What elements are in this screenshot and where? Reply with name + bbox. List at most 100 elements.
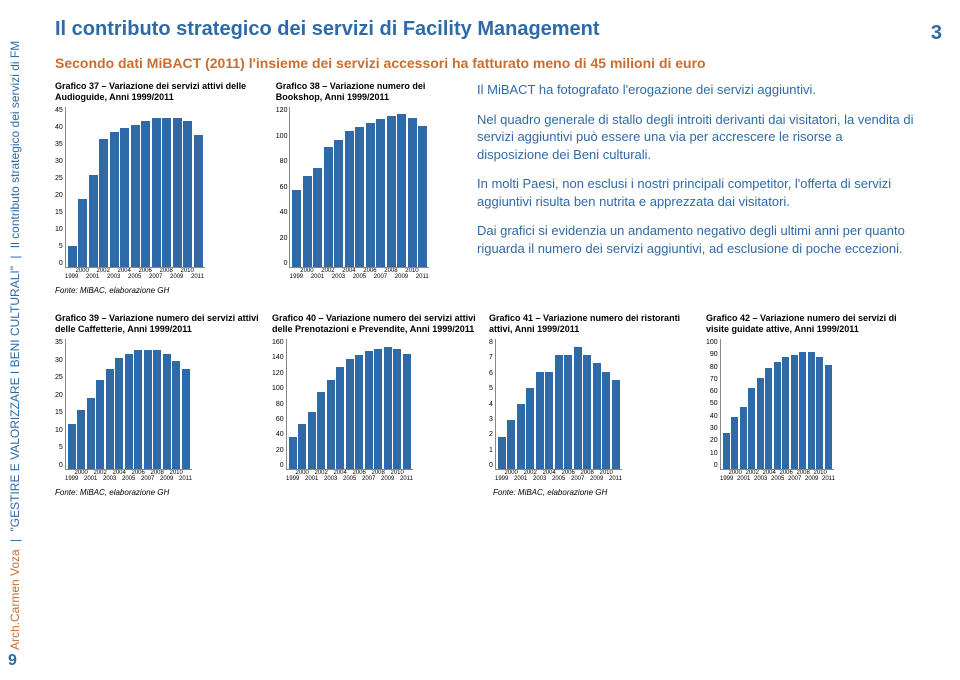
bar	[68, 246, 77, 267]
separator: |	[8, 535, 22, 546]
bar	[774, 362, 781, 469]
sidebar-caption: Arch.Carmen Voza | "GESTIRE E VALORIZZAR…	[8, 41, 22, 650]
bar	[355, 355, 363, 469]
chart-37: Grafico 37 – Variazione dei servizi atti…	[55, 81, 266, 280]
chart-41: Grafico 41 – Variazione numero dei risto…	[489, 313, 698, 482]
page-number-left: 9	[8, 652, 17, 670]
bar	[68, 424, 76, 469]
bar	[96, 380, 104, 469]
bar	[346, 359, 354, 469]
chart-title: Grafico 42 – Variazione numero dei servi…	[706, 313, 915, 335]
bar	[308, 412, 316, 469]
paragraph: In molti Paesi, non esclusi i nostri pri…	[477, 175, 915, 210]
paragraph: Dai grafici si evidenzia un andamento ne…	[477, 222, 915, 257]
bar	[536, 372, 544, 470]
chart-title: Grafico 39 – Variazione numero dei servi…	[55, 313, 264, 335]
bar	[183, 121, 192, 267]
bar	[765, 368, 772, 469]
sidebar: Arch.Carmen Voza | "GESTIRE E VALORIZZAR…	[22, 0, 42, 680]
bar	[723, 433, 730, 469]
bar	[517, 404, 525, 469]
bar	[115, 358, 123, 469]
source-top: Fonte: MiBAC, elaborazione GH	[55, 286, 915, 295]
bar	[816, 357, 823, 469]
body-text: Il MiBACT ha fotografato l'erogazione de…	[467, 81, 915, 280]
bar	[574, 347, 582, 469]
paragraph: Nel quadro generale di stallo degli intr…	[477, 111, 915, 164]
chart-title: Grafico 37 – Variazione dei servizi atti…	[55, 81, 266, 103]
bar	[152, 118, 161, 267]
bar	[393, 349, 401, 469]
bar	[387, 116, 396, 267]
bar	[799, 352, 806, 469]
book-title: "GESTIRE E VALORIZZARE I BENI CULTURALI"	[8, 266, 22, 531]
bar	[376, 119, 385, 267]
bar	[172, 361, 180, 469]
bar	[555, 355, 563, 469]
bar	[526, 388, 534, 469]
bar	[303, 176, 312, 267]
bar	[355, 127, 364, 267]
bar	[78, 199, 87, 267]
bar	[791, 355, 798, 469]
bar	[731, 417, 738, 469]
bar	[289, 437, 297, 470]
bar	[110, 132, 119, 267]
separator: |	[8, 252, 22, 263]
bar	[324, 147, 333, 267]
paragraph: Il MiBACT ha fotografato l'erogazione de…	[477, 81, 915, 99]
bar	[134, 350, 142, 469]
bar	[131, 125, 140, 267]
bar	[163, 354, 171, 469]
page-number-right: 3	[931, 22, 942, 45]
chart-40: Grafico 40 – Variazione numero dei servi…	[272, 313, 481, 482]
bar	[292, 190, 301, 267]
bar	[144, 350, 152, 469]
chart-title: Grafico 41 – Variazione numero dei risto…	[489, 313, 698, 335]
bar	[782, 357, 789, 469]
bar	[106, 369, 114, 469]
bar	[77, 410, 85, 469]
bar	[545, 372, 553, 470]
bar	[808, 352, 815, 469]
bar	[194, 135, 203, 267]
bar	[87, 398, 95, 469]
bar	[365, 351, 373, 469]
bar	[748, 388, 755, 469]
page-title: Il contributo strategico dei servizi di …	[55, 18, 915, 41]
bar	[334, 140, 343, 267]
chart-42: Grafico 42 – Variazione numero dei servi…	[706, 313, 915, 482]
bar	[89, 175, 98, 267]
bar	[120, 128, 129, 267]
bar	[374, 349, 382, 469]
chart-38: Grafico 38 – Variazione numero dei Books…	[276, 81, 455, 280]
bar	[757, 378, 764, 469]
bar	[345, 131, 354, 267]
bar	[173, 118, 182, 267]
bar	[153, 350, 161, 469]
bar	[612, 380, 620, 469]
chart-title: Grafico 38 – Variazione numero dei Books…	[276, 81, 455, 103]
bar	[564, 355, 572, 469]
author-name: Arch.Carmen Voza	[8, 549, 22, 650]
bar	[602, 372, 610, 470]
bar	[99, 139, 108, 267]
bar	[327, 380, 335, 469]
bar	[397, 114, 406, 267]
bar	[740, 407, 747, 469]
bar	[366, 123, 375, 267]
bar	[336, 367, 344, 469]
bar	[593, 363, 601, 469]
section-name: Il contributo strategico dei servizi di …	[8, 41, 22, 248]
page-subtitle: Secondo dati MiBACT (2011) l'insieme dei…	[55, 55, 915, 71]
bar	[507, 420, 515, 469]
bar	[498, 437, 506, 470]
bar	[313, 168, 322, 267]
bar	[141, 121, 150, 267]
bar	[317, 392, 325, 469]
bar	[403, 354, 411, 469]
bar	[418, 126, 427, 267]
bar	[583, 355, 591, 469]
source-bottom-right: Fonte: MiBAC, elaborazione GH	[493, 488, 915, 497]
chart-39: Grafico 39 – Variazione numero dei servi…	[55, 313, 264, 482]
